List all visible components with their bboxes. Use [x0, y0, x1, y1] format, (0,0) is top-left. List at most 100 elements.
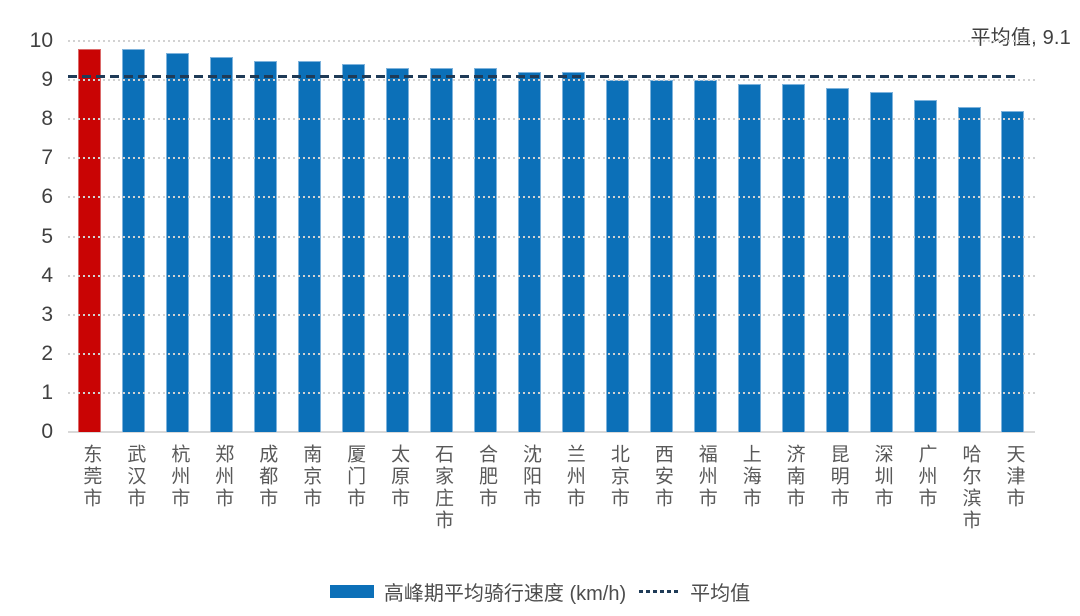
- x-label-北京市: 北京市: [607, 444, 629, 510]
- gridline-9: [68, 79, 1035, 82]
- bar-杭州市: [166, 52, 190, 432]
- x-label-slot: 沈阳市: [508, 444, 552, 532]
- y-tick-label-2: 2: [41, 341, 53, 365]
- bar-北京市: [605, 80, 629, 432]
- x-label-slot: 太原市: [376, 444, 420, 532]
- x-label-石家庄市: 石家庄市: [432, 444, 454, 532]
- bar-郑州市: [210, 56, 234, 432]
- x-label-slot: 厦门市: [332, 444, 376, 532]
- bar-slot: [947, 41, 991, 432]
- y-tick-label-3: 3: [41, 302, 53, 326]
- gridline-2: [68, 352, 1035, 355]
- x-label-slot: 郑州市: [200, 444, 244, 532]
- bar-slot: [200, 41, 244, 432]
- bar-合肥市: [474, 68, 498, 432]
- x-label-兰州市: 兰州市: [563, 444, 585, 510]
- bar-上海市: [737, 84, 761, 432]
- bar-slot: [508, 41, 552, 432]
- bar-福州市: [693, 80, 717, 432]
- bar-哈尔滨市: [957, 107, 981, 432]
- bar-slot: [68, 41, 112, 432]
- legend: 高峰期平均骑行速度 (km/h) 平均值: [0, 576, 1080, 606]
- bar-slot: [551, 41, 595, 432]
- x-label-slot: 昆明市: [815, 444, 859, 532]
- bar-slot: [859, 41, 903, 432]
- x-label-太原市: 太原市: [388, 444, 410, 510]
- x-label-哈尔滨市: 哈尔滨市: [959, 444, 981, 532]
- x-label-南京市: 南京市: [300, 444, 322, 510]
- bar-西安市: [649, 80, 673, 432]
- legend-average-label: 平均值: [690, 582, 751, 605]
- y-tick-label-6: 6: [41, 185, 53, 209]
- x-label-郑州市: 郑州市: [212, 444, 234, 510]
- x-label-厦门市: 厦门市: [344, 444, 366, 510]
- x-label-slot: 福州市: [683, 444, 727, 532]
- bar-太原市: [386, 68, 410, 432]
- x-label-slot: 兰州市: [551, 444, 595, 532]
- gridline-8: [68, 118, 1035, 121]
- x-label-合肥市: 合肥市: [476, 444, 497, 510]
- bar-slot: [815, 41, 859, 432]
- bar-沈阳市: [518, 72, 541, 432]
- x-axis-line: [68, 431, 1035, 433]
- x-label-slot: 东莞市: [68, 444, 112, 532]
- x-axis-labels: 东莞市 武汉市 杭州市 郑州市 成都市 南京市 厦门市 太原市 石家庄市 合肥市 沈阳市 兰州市 北京市…: [68, 444, 1035, 532]
- bar-slot: [288, 41, 332, 432]
- x-label-slot: 深圳市: [859, 444, 903, 532]
- x-label-slot: 上海市: [727, 444, 771, 532]
- x-label-福州市: 福州市: [695, 444, 717, 510]
- x-label-slot: 济南市: [771, 444, 815, 532]
- x-label-slot: 北京市: [595, 444, 639, 532]
- x-label-slot: 成都市: [244, 444, 288, 532]
- y-tick-label-10: 10: [29, 29, 53, 52]
- bar-南京市: [298, 60, 322, 432]
- y-tick-label-4: 4: [41, 263, 53, 287]
- bar-广州市: [913, 99, 937, 432]
- x-label-slot: 广州市: [903, 444, 947, 532]
- legend-bar-swatch-icon: [329, 584, 374, 598]
- x-label-昆明市: 昆明市: [827, 444, 849, 510]
- bar-slot: [112, 41, 156, 432]
- bar-slot: [332, 41, 376, 432]
- bar-slot: [903, 41, 947, 432]
- x-label-天津市: 天津市: [1003, 444, 1025, 510]
- bar-slot: [156, 41, 200, 432]
- bars-container: [68, 41, 1035, 432]
- x-label-广州市: 广州市: [915, 444, 937, 510]
- gridline-5: [68, 235, 1035, 238]
- plot-area: [68, 40, 1035, 433]
- gridline-1: [68, 391, 1035, 394]
- bar-slot: [727, 41, 771, 432]
- x-label-slot: 武汉市: [112, 444, 156, 532]
- x-label-沈阳市: 沈阳市: [519, 444, 541, 510]
- bar-slot: [244, 41, 288, 432]
- bar-slot: [991, 41, 1035, 432]
- legend-dashed-line-icon: [639, 589, 682, 593]
- x-label-slot: 石家庄市: [420, 444, 464, 532]
- y-axis: 0 1 2 3 4 5 6 7 8 9 10: [0, 29, 53, 443]
- bar-成都市: [254, 60, 278, 432]
- average-value-annotation: 平均值, 9.1: [970, 27, 1071, 49]
- x-label-西安市: 西安市: [651, 444, 673, 510]
- y-tick-label-0: 0: [41, 420, 53, 443]
- y-tick-label-5: 5: [41, 224, 53, 248]
- x-label-slot: 合肥市: [464, 444, 508, 532]
- gridline-10: [68, 40, 1035, 42]
- x-label-成都市: 成都市: [256, 444, 278, 510]
- bar-昆明市: [825, 87, 849, 432]
- gridline-7: [68, 157, 1035, 160]
- gridline-6: [68, 196, 1035, 199]
- legend-bar-label: 高峰期平均骑行速度 (km/h): [383, 582, 627, 605]
- bar-深圳市: [869, 91, 893, 432]
- x-label-slot: 天津市: [991, 444, 1035, 532]
- bar-天津市: [1001, 111, 1025, 432]
- average-line: [68, 74, 1016, 78]
- x-label-杭州市: 杭州市: [168, 444, 190, 510]
- x-label-深圳市: 深圳市: [871, 444, 893, 510]
- x-label-slot: 西安市: [639, 444, 683, 532]
- bar-武汉市: [122, 48, 146, 432]
- bar-slot: [771, 41, 815, 432]
- y-tick-label-1: 1: [41, 380, 53, 404]
- bar-东莞市: [78, 48, 102, 432]
